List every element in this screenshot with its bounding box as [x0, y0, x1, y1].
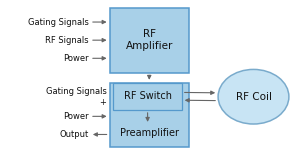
FancyBboxPatch shape: [113, 83, 182, 110]
Text: Gating Signals: Gating Signals: [46, 87, 106, 96]
Ellipse shape: [218, 69, 289, 124]
Text: Power: Power: [64, 54, 89, 63]
Text: RF Signals: RF Signals: [46, 36, 89, 45]
Text: Power: Power: [64, 112, 89, 121]
Text: RF Coil: RF Coil: [236, 92, 272, 102]
Text: Gating Signals: Gating Signals: [28, 17, 89, 27]
Text: Preamplifier: Preamplifier: [120, 128, 179, 138]
FancyBboxPatch shape: [110, 8, 189, 73]
Text: RF
Amplifier: RF Amplifier: [126, 29, 173, 51]
Text: Output: Output: [60, 130, 89, 139]
Text: RF Switch: RF Switch: [124, 91, 172, 101]
Text: +: +: [100, 98, 106, 107]
FancyBboxPatch shape: [110, 83, 189, 147]
